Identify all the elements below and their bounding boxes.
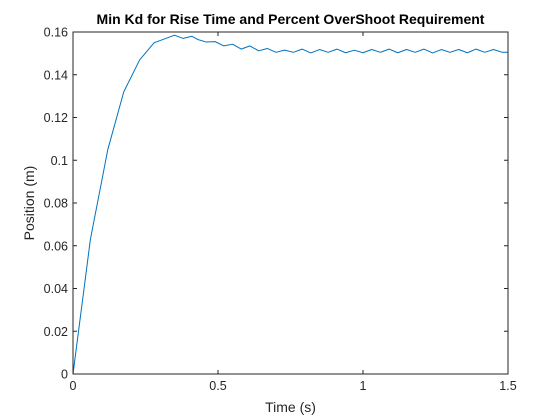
y-tick-label: 0.14: [44, 68, 68, 82]
tick-group: 0 0.5 1 1.5 0 0.02 0.04 0.06 0.08 0.1 0.12 0.14 0.16: [44, 26, 517, 394]
plot-frame: [72, 31, 509, 375]
y-tick-label: 0.04: [44, 282, 68, 296]
y-tick-label: 0.06: [44, 239, 68, 253]
series-group: [72, 34, 508, 375]
x-tick-label: 1.5: [499, 379, 516, 393]
y-tick-label: 0.16: [44, 26, 68, 40]
x-axis-label: Time (s): [265, 399, 316, 415]
plot-area: [73, 32, 508, 374]
y-tick-label: 0.1: [51, 154, 68, 168]
y-tick-label: 0.12: [44, 111, 68, 125]
y-tick-label: 0.02: [44, 325, 68, 339]
y-tick-label: 0: [61, 368, 68, 382]
chart-title: Min Kd for Rise Time and Percent OverSho…: [97, 11, 485, 27]
x-tick-label: 0: [70, 379, 77, 393]
series-line-0: [72, 34, 508, 375]
y-tick-label: 0.08: [44, 197, 68, 211]
y-axis-label: Position (m): [21, 166, 37, 241]
x-tick-label: 1: [360, 379, 367, 393]
x-tick-label: 0.5: [209, 379, 226, 393]
